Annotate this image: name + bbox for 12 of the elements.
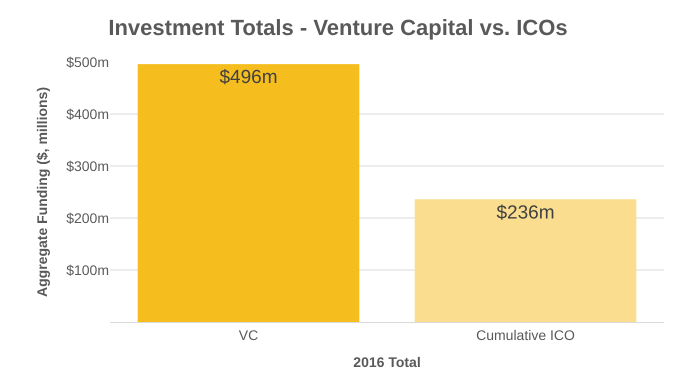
y-tick-label: $400m xyxy=(66,106,109,122)
y-tick-label: $100m xyxy=(66,262,109,278)
x-tick-label: Cumulative ICO xyxy=(476,326,576,343)
y-axis-title: Aggregate Funding ($, millions) xyxy=(34,87,50,297)
data-label: $236m xyxy=(496,202,555,224)
data-label: $496m xyxy=(219,67,278,88)
x-tick-label: VC xyxy=(238,326,258,343)
y-tick-label: $300m xyxy=(66,158,109,174)
y-tick-label: $200m xyxy=(66,210,109,226)
y-tick-label: $500m xyxy=(66,54,109,70)
chart-title: Investment Totals - Venture Capital vs. ICOs xyxy=(108,14,568,40)
x-axis-title: 2016 Total xyxy=(353,354,421,370)
